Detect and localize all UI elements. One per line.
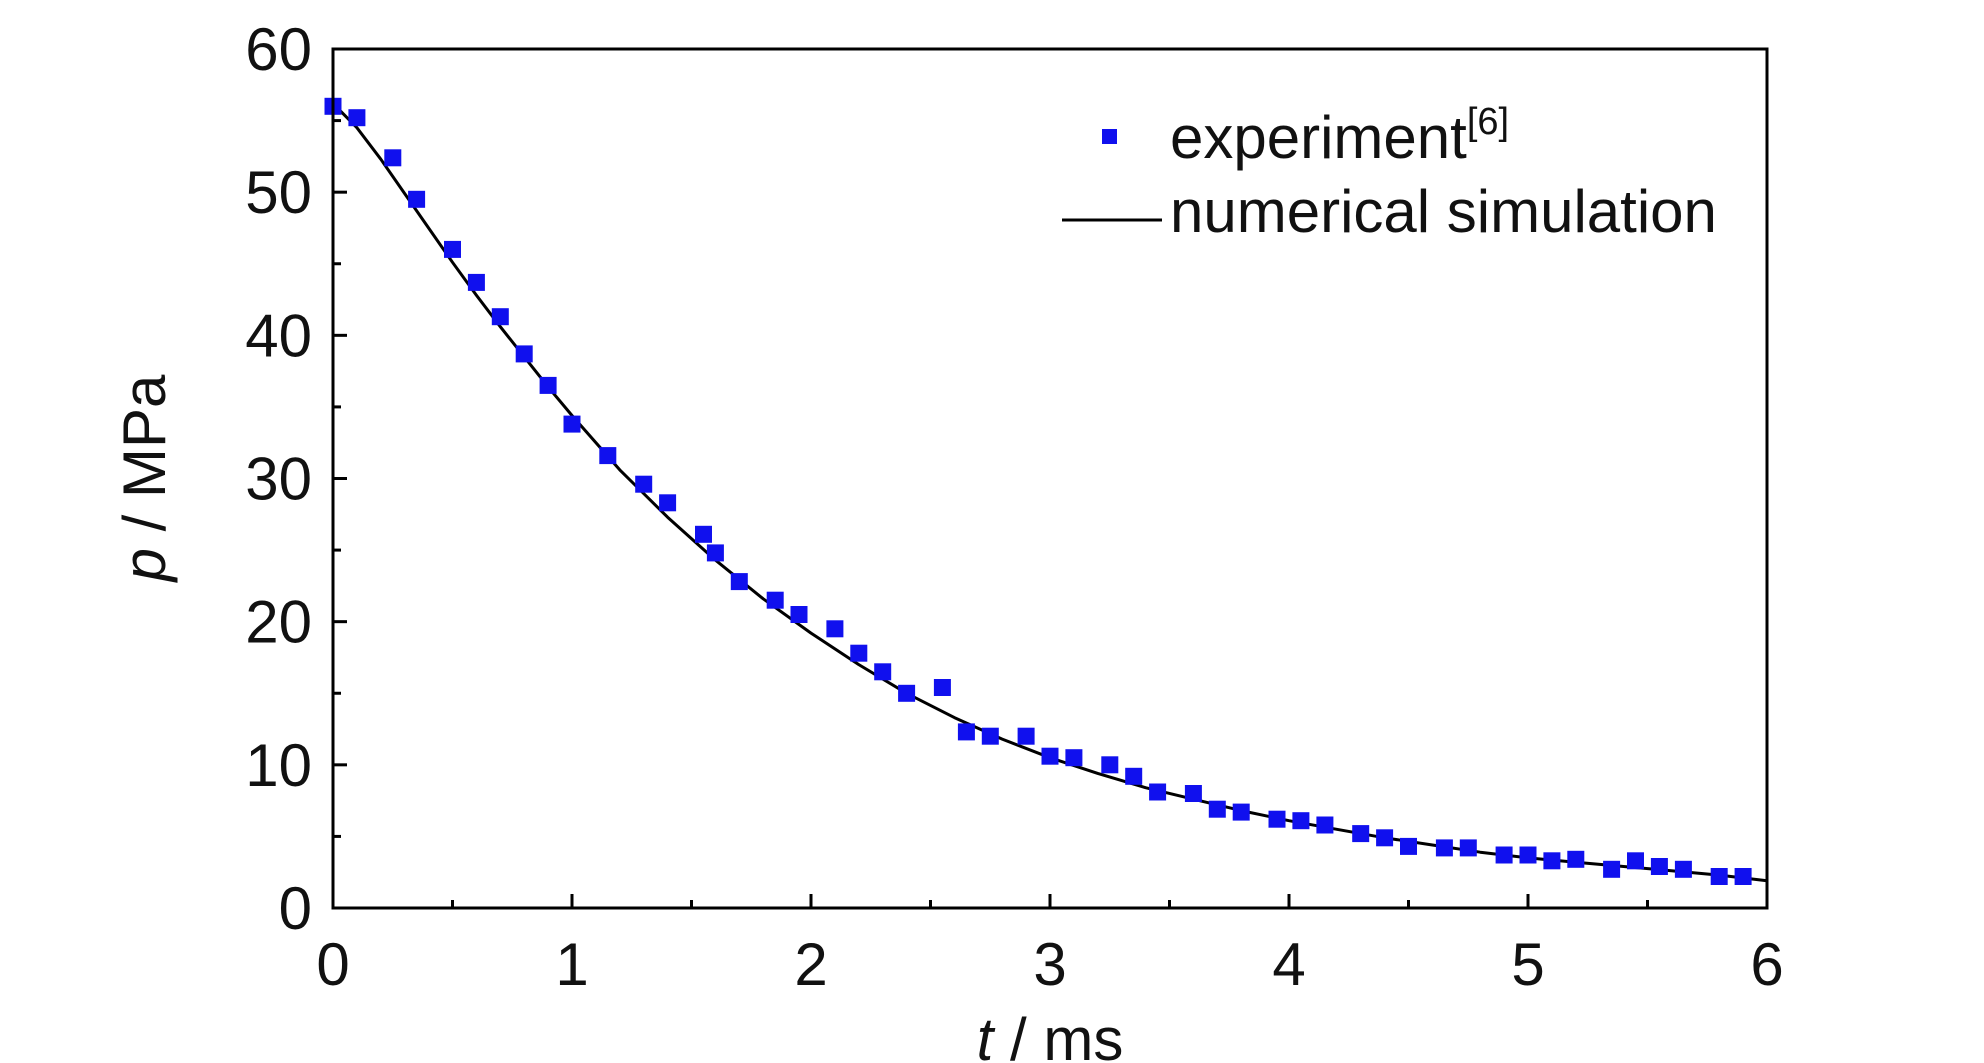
x-tick-label: 3 xyxy=(1033,931,1066,998)
y-tick-label: 30 xyxy=(245,446,312,513)
y-axis-symbol: p xyxy=(111,548,178,583)
y-axis-unit: / MPa xyxy=(111,374,178,548)
data-point-experiment xyxy=(1352,825,1370,843)
data-point-experiment xyxy=(348,109,366,127)
y-tick-label: 60 xyxy=(245,16,312,83)
data-point-experiment xyxy=(1435,839,1453,857)
x-tick-label: 1 xyxy=(555,931,588,998)
legend-label-simulation: numerical simulation xyxy=(1170,178,1717,245)
data-point-experiment xyxy=(1268,810,1286,828)
data-point-experiment xyxy=(1125,767,1143,785)
data-point-experiment xyxy=(1149,783,1167,801)
data-point-experiment xyxy=(1650,858,1668,875)
data-point-experiment xyxy=(1710,868,1728,885)
data-point-experiment xyxy=(826,620,844,638)
data-point-experiment xyxy=(515,345,533,363)
data-point-experiment xyxy=(1017,727,1035,745)
x-tick-label: 2 xyxy=(794,931,827,998)
data-point-experiment xyxy=(766,591,784,609)
x-axis-symbol: t xyxy=(977,1006,996,1063)
y-tick-label: 0 xyxy=(279,875,312,942)
data-point-experiment xyxy=(491,308,509,326)
data-point-experiment xyxy=(730,573,748,591)
data-point-experiment xyxy=(1674,860,1692,878)
x-tick-label: 0 xyxy=(316,931,349,998)
data-point-experiment xyxy=(467,273,485,291)
data-point-experiment xyxy=(874,663,892,681)
x-axis-unit: / ms xyxy=(993,1006,1123,1063)
data-point-experiment xyxy=(981,727,999,745)
plot-frame xyxy=(331,47,1769,910)
data-point-experiment xyxy=(1543,852,1561,870)
data-point-experiment xyxy=(1292,812,1310,830)
data-point-experiment xyxy=(539,376,557,394)
data-point-experiment xyxy=(659,494,677,512)
x-tick-label: 6 xyxy=(1750,931,1783,998)
y-tick-label: 20 xyxy=(245,589,312,656)
legend-label-experiment-name: experiment xyxy=(1170,104,1467,171)
data-point-experiment xyxy=(1101,756,1119,774)
data-point-experiment xyxy=(1459,839,1477,857)
data-point-experiment xyxy=(1627,852,1644,870)
data-point-experiment xyxy=(1232,803,1250,821)
data-point-experiment xyxy=(898,684,916,702)
data-point-experiment xyxy=(1519,846,1537,864)
data-point-experiment xyxy=(1376,829,1394,847)
data-point-experiment xyxy=(1495,846,1513,864)
data-point-experiment xyxy=(1184,785,1202,802)
legend-label-experiment-ref: [6] xyxy=(1467,101,1509,143)
y-tick-label: 50 xyxy=(245,159,312,226)
data-point-experiment xyxy=(850,644,868,662)
data-point-experiment xyxy=(706,544,724,562)
data-point-experiment xyxy=(599,447,617,465)
data-point-experiment xyxy=(635,475,653,493)
data-point-experiment xyxy=(1316,816,1334,834)
data-point-experiment xyxy=(444,240,461,258)
x-tick-label: 5 xyxy=(1511,931,1544,998)
data-point-experiment xyxy=(1567,850,1585,868)
y-tick-label: 10 xyxy=(245,732,312,799)
data-point-experiment xyxy=(384,149,402,167)
data-point-experiment xyxy=(1065,749,1083,767)
y-tick-label: 40 xyxy=(245,302,312,369)
x-tick-label: 4 xyxy=(1272,931,1305,998)
legend: experiment[6] numerical simulation xyxy=(1062,101,1717,245)
data-point-experiment xyxy=(790,606,808,623)
data-point-experiment xyxy=(1208,800,1226,818)
data-point-experiment xyxy=(957,723,975,741)
x-axis-title: t / ms xyxy=(977,1006,1124,1063)
legend-marker-experiment xyxy=(1102,129,1117,144)
data-point-experiment xyxy=(1400,837,1417,855)
y-axis-title: p / MPa xyxy=(111,374,178,583)
legend-label-experiment: experiment[6] xyxy=(1170,101,1509,171)
data-point-experiment xyxy=(1603,860,1621,878)
data-point-experiment xyxy=(695,525,712,543)
data-point-experiment xyxy=(933,679,951,696)
data-point-experiment xyxy=(563,415,581,433)
data-point-experiment xyxy=(408,190,426,208)
data-point-experiment xyxy=(1041,747,1059,765)
data-point-experiment xyxy=(1734,868,1752,885)
plot-data xyxy=(324,97,1768,885)
